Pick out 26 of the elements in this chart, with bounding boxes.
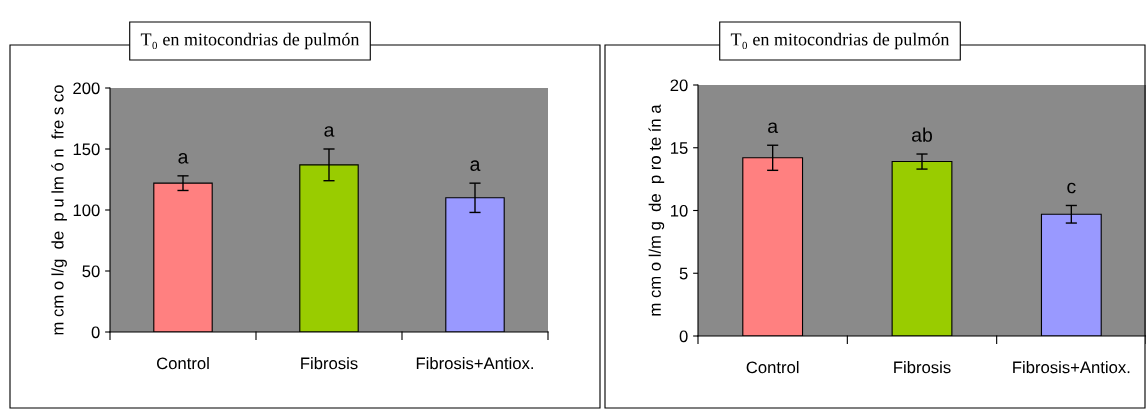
y-tick-label: 15: [671, 142, 688, 154]
x-tick-label: Fibrosis+Antiox.: [1013, 361, 1130, 374]
x-tick-label: Fibrosis: [894, 361, 951, 374]
x-tick-label: Control: [156, 357, 209, 370]
x-tick-label: Fibrosis: [301, 357, 358, 370]
y-tick-label: 5: [679, 267, 688, 280]
chart-title: T₀ en mitocondrias de pulmón: [730, 32, 950, 50]
chart-title: T₀ en mitocondrias de pulmón: [140, 32, 360, 50]
x-tick-label: Fibrosis+Antiox.: [416, 357, 533, 370]
y-tick-label: 20: [670, 79, 688, 92]
annotation: a: [324, 126, 335, 137]
annotation: a: [768, 122, 779, 134]
y-tick-label: 0: [679, 330, 688, 343]
y-axis-title: m cm o l/m g de p ro te ín a: [648, 104, 665, 316]
y-tick-label: 10: [671, 204, 688, 217]
x-tick-label: Control: [746, 361, 799, 374]
y-axis-title: m cm o l/g de p u lm ó n fre s co: [51, 85, 67, 335]
annotation: ab: [912, 127, 932, 142]
y-tick-label: 100: [73, 204, 100, 217]
y-tick-label: 0: [91, 326, 100, 339]
annotation: a: [178, 153, 189, 164]
annotation: c: [1067, 182, 1076, 194]
annotation: a: [470, 160, 481, 171]
y-tick-label: 150: [73, 143, 100, 156]
y-tick-label: 200: [73, 82, 100, 95]
y-tick-label: 50: [82, 265, 100, 278]
